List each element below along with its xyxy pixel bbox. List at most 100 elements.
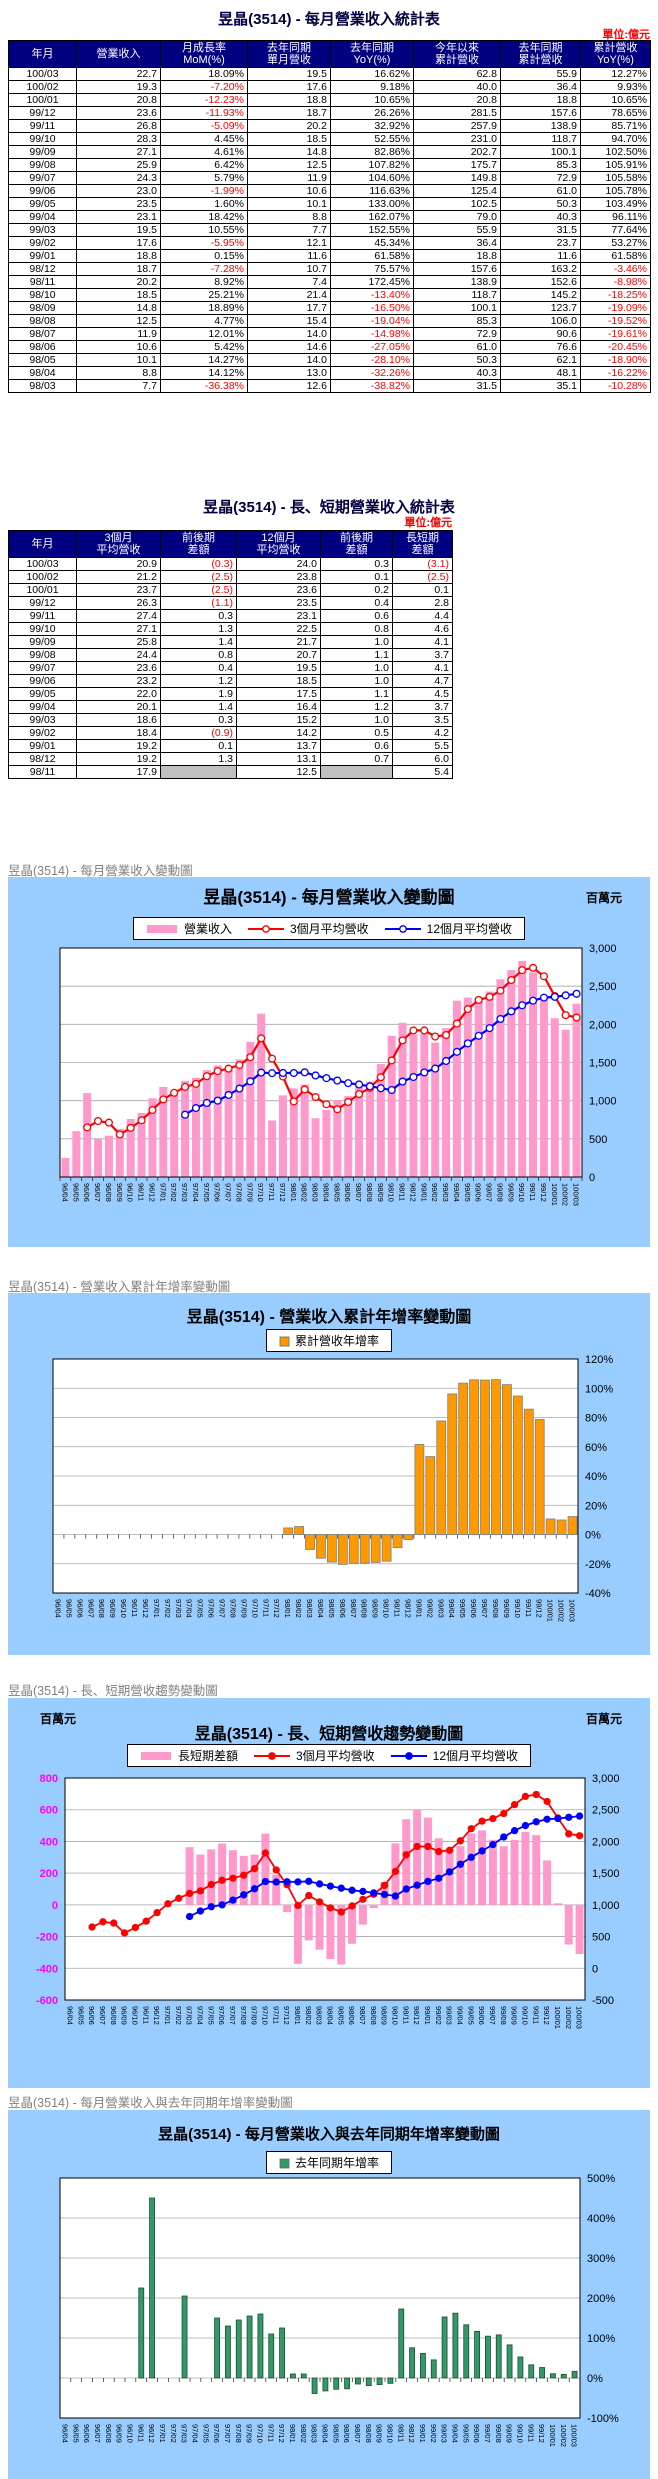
cell: 23.7: [76, 583, 161, 597]
cell: 19.5: [247, 67, 331, 81]
cell: 138.9: [413, 275, 501, 289]
chart3-caption: 昱晶(3514) - 長、短期營收趨勢變動圖: [8, 1684, 218, 1698]
cell: -5.95%: [160, 236, 248, 250]
cell: 3.7: [392, 700, 453, 714]
svg-text:98/07: 98/07: [358, 2006, 367, 2025]
cell: 0.8: [320, 622, 393, 636]
header-cell: 累計營收 YoY(%): [580, 40, 651, 68]
table-row: 99/01 19.2 0.1 13.7 0.6 5.5: [8, 739, 453, 753]
cell: 7.7: [247, 223, 331, 237]
cell: 53.27%: [580, 236, 651, 250]
legend-label: 3個月平均營收: [295, 1749, 375, 1763]
svg-text:96/05: 96/05: [71, 1183, 80, 1202]
svg-text:97/01: 97/01: [152, 1599, 161, 1618]
svg-text:97/06: 97/06: [217, 2006, 226, 2025]
table-row: 99/10 28.3 4.45% 18.5 52.55% 231.0 118.7 94.70%: [8, 132, 651, 146]
chart-canvas: 3,000 2,500 2,000 1,500 1,000 500 0 -500 800 600 4…: [36, 1773, 620, 2029]
svg-text:97/09: 97/09: [239, 1599, 248, 1618]
svg-text:98/10: 98/10: [390, 2006, 399, 2025]
cell: 0.2: [320, 583, 393, 597]
cell: 103.49%: [580, 197, 651, 211]
cell: 25.8: [76, 635, 161, 649]
cell: 36.4: [500, 80, 581, 94]
cell: 24.0: [236, 557, 321, 571]
svg-text:97/09: 97/09: [245, 1183, 254, 1202]
cell: 20.9: [76, 557, 161, 571]
svg-text:97/11: 97/11: [266, 2424, 275, 2442]
svg-text:100/03: 100/03: [568, 1599, 577, 1622]
svg-text:98/08: 98/08: [364, 2424, 373, 2443]
cell: 4.45%: [160, 132, 248, 146]
cell: 19.3: [76, 80, 161, 94]
table-row: 99/05 22.0 1.9 17.5 1.1 4.5: [8, 687, 453, 701]
cell: 15.2: [236, 713, 321, 727]
svg-text:96/10: 96/10: [125, 2424, 134, 2443]
cell: 99/08: [8, 158, 77, 172]
svg-text:98/06: 98/06: [342, 2424, 351, 2443]
cell: 11.6: [500, 249, 581, 263]
cell: 50.3: [500, 197, 581, 211]
svg-text:96/04: 96/04: [60, 2424, 69, 2443]
svg-text:96/04: 96/04: [60, 1183, 69, 1202]
cell: 10.1: [76, 353, 161, 367]
svg-text:99/04: 99/04: [447, 1599, 456, 1618]
cell: 98/03: [8, 379, 77, 393]
legend-label: 累計營收年增率: [294, 1334, 379, 1348]
cell: 22.7: [76, 67, 161, 81]
cell: 23.2: [76, 674, 161, 688]
cell: -28.10%: [330, 353, 414, 367]
table-row: 99/05 23.5 1.60% 10.1 133.00% 102.5 50.3 103.49…: [8, 197, 651, 211]
cell: 152.55%: [330, 223, 414, 237]
cell: 98/11: [8, 765, 77, 779]
cell: 99/09: [8, 145, 77, 159]
legend-item: 3個月平均營收: [247, 920, 369, 937]
svg-text:99/06: 99/06: [472, 2424, 481, 2443]
cell: 12.5: [247, 158, 331, 172]
svg-text:98/08: 98/08: [360, 1599, 369, 1618]
left-axis-unit-label: 百萬元: [40, 1712, 77, 1726]
cell: 32.92%: [330, 119, 414, 133]
svg-text:97/08: 97/08: [239, 2006, 248, 2025]
cell: 100/01: [8, 93, 77, 107]
legend-label: 12個月平均營收: [426, 922, 513, 936]
cell: 99/04: [8, 700, 77, 714]
cell: 98/04: [8, 366, 77, 380]
cell: 36.4: [413, 236, 501, 250]
cell: 17.6: [76, 236, 161, 250]
cell: 99/11: [8, 119, 77, 133]
svg-text:98/02: 98/02: [300, 1183, 309, 1202]
cell: 0.5: [320, 726, 393, 740]
cell: 123.7: [500, 301, 581, 315]
cell: -38.82%: [330, 379, 414, 393]
cell: 100/03: [8, 557, 77, 571]
cell: 100/01: [8, 583, 77, 597]
cell: 0.4: [320, 596, 393, 610]
cell: -5.09%: [160, 119, 248, 133]
cell: 96.11%: [580, 210, 651, 224]
cell: 22.5: [236, 622, 321, 636]
svg-text:99/09: 99/09: [505, 2424, 514, 2443]
cell: 99/07: [8, 661, 77, 675]
cell: 1.3: [160, 752, 237, 766]
chart-title: 昱晶(3514) - 每月營業收入變動圖: [203, 888, 455, 907]
chart4-monthly-yoy: 500% 400% 300% 200% 100% 0% -100% 96/04 96/05 96/…: [8, 2110, 650, 2479]
cell: 22.0: [76, 687, 161, 701]
svg-text:97/02: 97/02: [169, 1183, 178, 1202]
header-cell: 今年以來 累計營收: [413, 40, 501, 68]
chart-legend: 營業收入 3個月平均營收 12個月平均營收: [8, 917, 650, 940]
header-cell: 年月: [8, 40, 77, 68]
cell: 23.1: [76, 210, 161, 224]
cell: 145.2: [500, 288, 581, 302]
cell: 0.8: [160, 648, 237, 662]
cell: 8.8: [247, 210, 331, 224]
svg-text:98/02: 98/02: [299, 2424, 308, 2443]
svg-text:97/02: 97/02: [169, 2424, 178, 2443]
table-row: 99/08 25.9 6.42% 12.5 107.82% 175.7 85.3 105.91…: [8, 158, 651, 172]
svg-text:2,500: 2,500: [589, 981, 617, 993]
svg-text:99/11: 99/11: [528, 1183, 537, 1201]
svg-text:99/07: 99/07: [483, 2424, 492, 2443]
svg-text:97/09: 97/09: [250, 2006, 259, 2025]
table-row: 100/01 23.7 (2.5) 23.6 0.2 0.1: [8, 583, 453, 597]
